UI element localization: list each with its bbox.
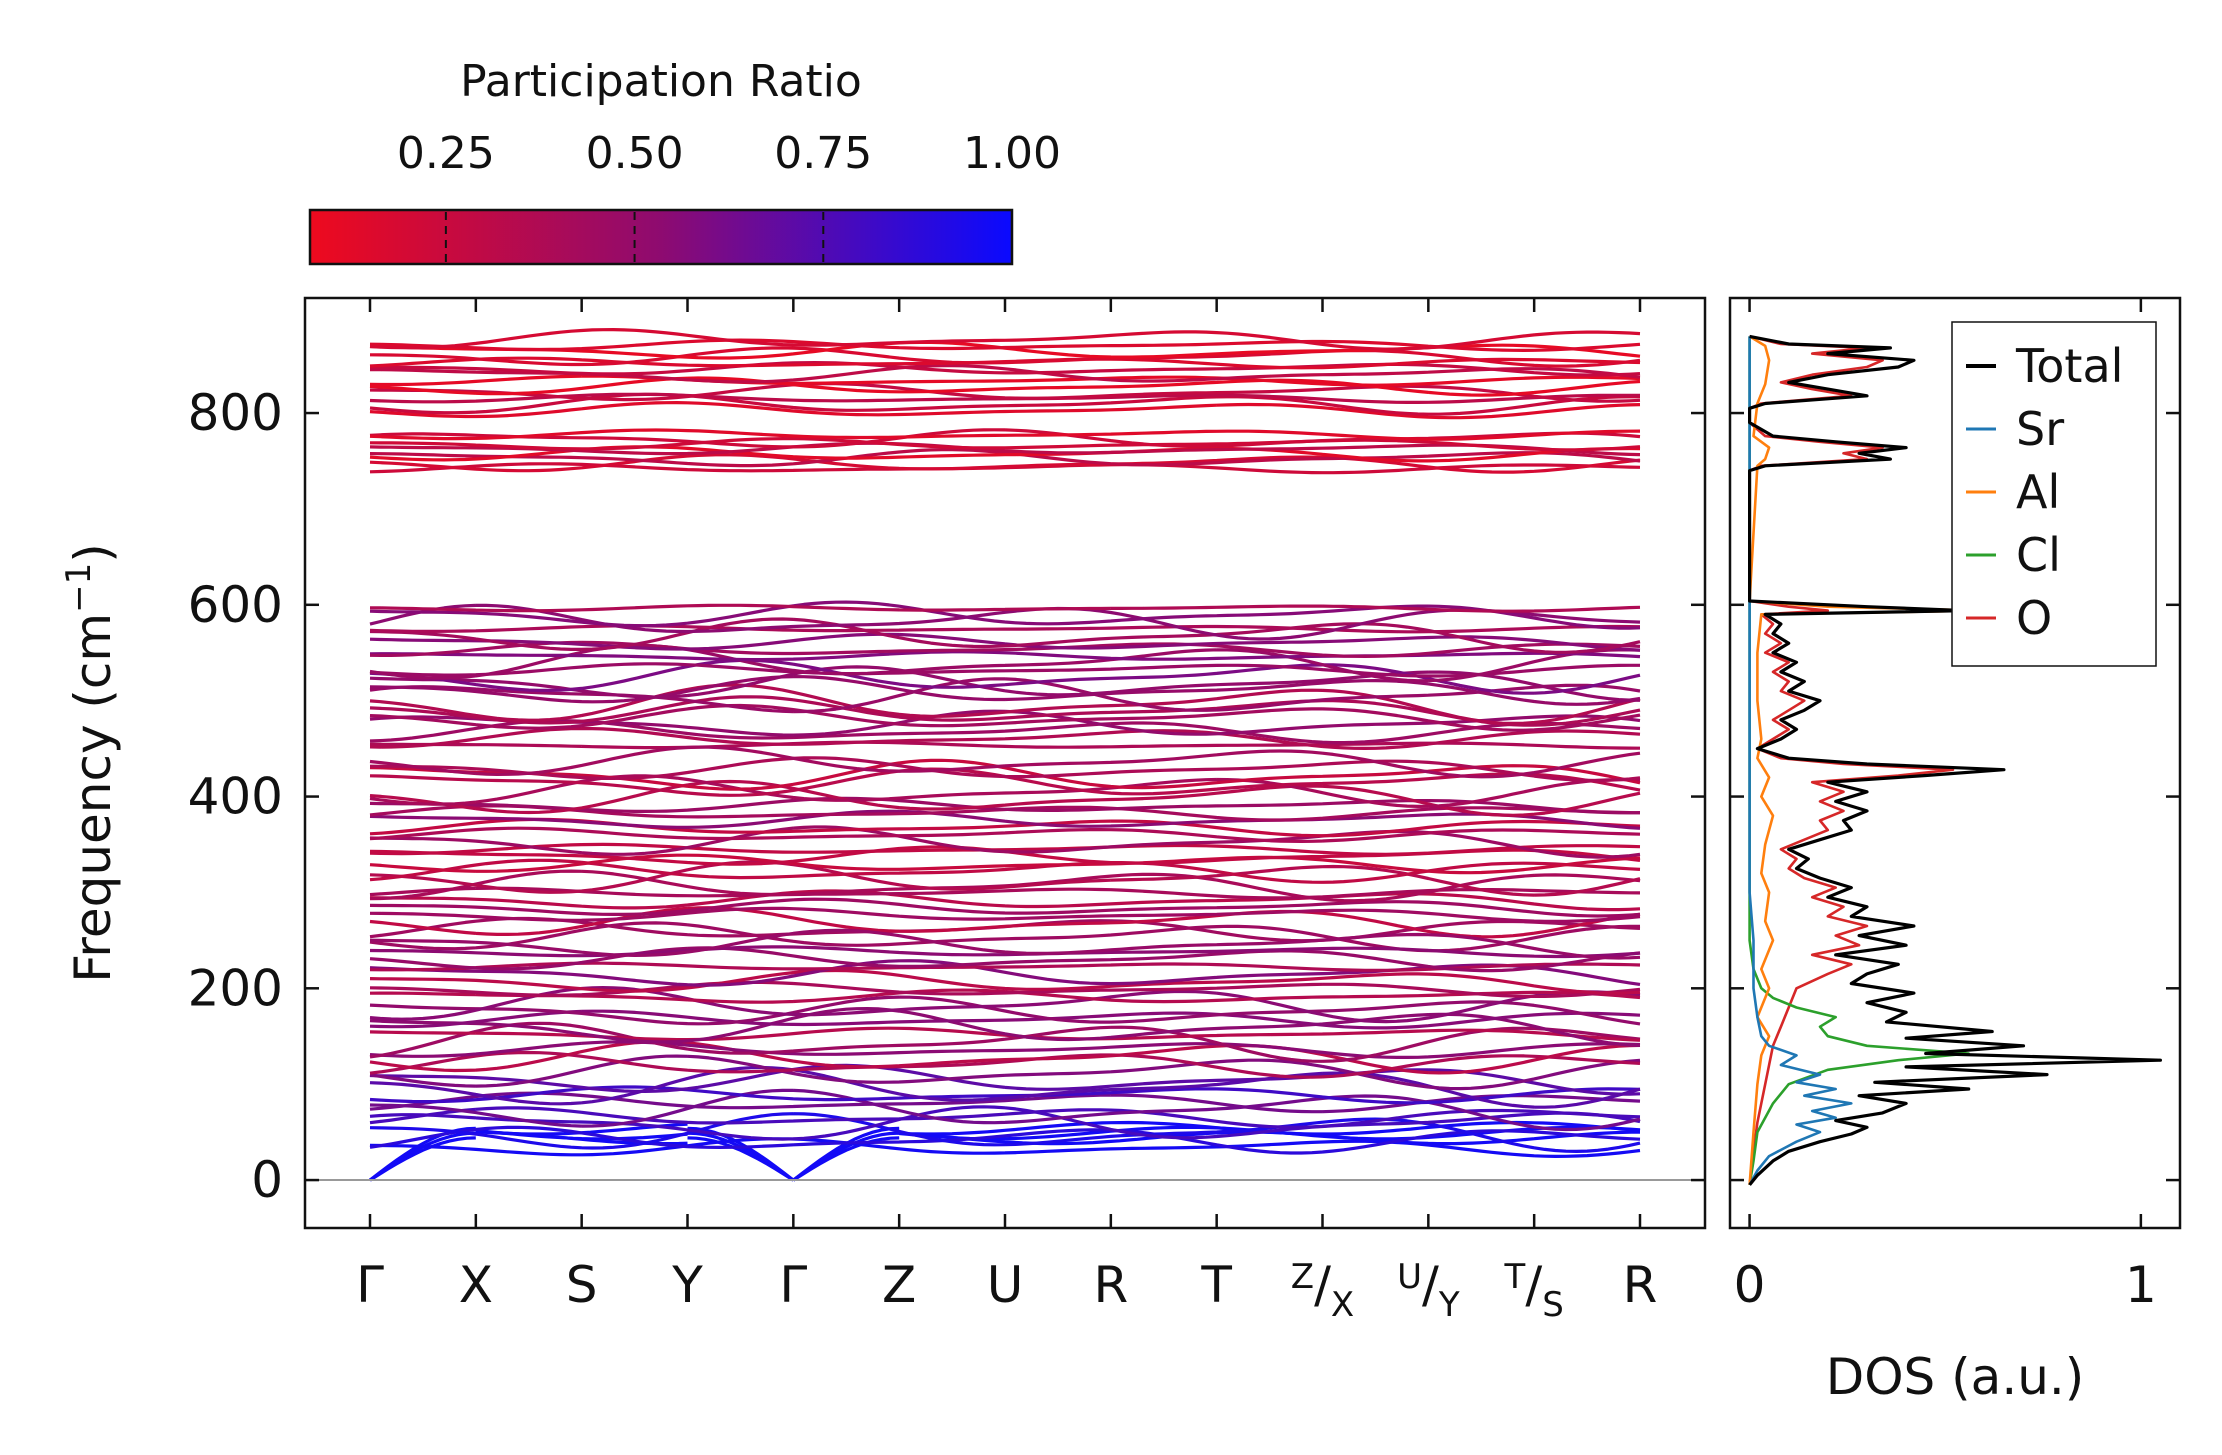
k-point-label: R <box>1623 1256 1658 1314</box>
dos-legend: Total Sr Al Cl O <box>1951 321 2157 667</box>
phonon-band <box>369 726 1641 750</box>
legend-label: Cl <box>2016 528 2061 582</box>
y-tick-labels: 0 200 400 600 800 <box>188 384 283 1209</box>
dos-curve-cl <box>1748 336 1970 1186</box>
k-point-label: U/Y <box>1397 1256 1460 1325</box>
y-tick-label: 800 <box>188 384 283 442</box>
k-point-label: U <box>987 1256 1024 1314</box>
dos-curve-total <box>1748 334 2162 1186</box>
y-tick-label: 600 <box>188 576 283 634</box>
band-axis-ticks <box>305 298 1705 1228</box>
dos-x-tick-label: 0 <box>1734 1256 1766 1314</box>
k-point-label: Z <box>882 1256 916 1314</box>
legend-frame <box>1951 321 2157 667</box>
colorbar-tick-label: 0.25 <box>397 128 495 179</box>
y-tick-label: 0 <box>251 1151 283 1209</box>
colorbar-ticks: 0.25 0.50 0.75 1.00 <box>397 128 1061 179</box>
phonon-band <box>369 1125 1641 1155</box>
k-point-label: S <box>566 1256 598 1314</box>
phonon-bands <box>369 328 1641 1182</box>
colorbar-gradient <box>308 208 1014 266</box>
k-point-label: Z/X <box>1291 1256 1354 1325</box>
phonon-band <box>369 603 1641 613</box>
dos-curves <box>1748 334 2162 1186</box>
phonon-band <box>369 703 1641 732</box>
phonon-band <box>369 374 1641 387</box>
phonon-band <box>369 774 1641 808</box>
k-point-label: R <box>1093 1256 1128 1314</box>
band-structure-panel: 0 200 400 600 800 Γ X S Y Γ Z U R T Z/X U/Y T/S R Freque… <box>59 296 1707 1325</box>
phonon-band <box>369 968 1641 995</box>
phonon-band <box>369 826 1641 843</box>
phonon-band <box>369 1088 1641 1132</box>
legend-label: Al <box>2016 465 2060 519</box>
phonon-band <box>369 1054 1641 1091</box>
dos-axis-ticks <box>1730 298 2180 1228</box>
k-point-label: Γ <box>356 1256 384 1314</box>
k-point-label: T <box>1200 1256 1232 1314</box>
phonon-band <box>369 675 1641 706</box>
y-axis-label: Frequency (cm−1) <box>59 543 122 983</box>
phonon-band <box>369 624 1641 634</box>
k-point-label: Γ <box>779 1256 807 1314</box>
colorbar-tick-label: 1.00 <box>963 128 1061 179</box>
legend-label: O <box>2016 591 2052 645</box>
k-point-label: Y <box>671 1256 703 1314</box>
phonon-band <box>369 328 1641 351</box>
phonon-band <box>369 632 1641 652</box>
dos-curve-al <box>1748 335 1986 1185</box>
colorbar-tick-label: 0.75 <box>774 128 872 179</box>
phonon-band <box>369 897 1641 918</box>
phonon-band <box>369 906 1641 923</box>
phonon-band <box>369 428 1641 441</box>
phonon-band <box>369 401 1641 420</box>
phonon-band <box>369 921 1640 953</box>
legend-label: Total <box>2015 339 2123 393</box>
k-point-label: X <box>459 1256 493 1314</box>
y-tick-label: 400 <box>188 768 283 826</box>
phonon-band <box>369 995 1641 1026</box>
band-plot-frame <box>303 296 1707 1230</box>
dos-x-axis-label: DOS (a.u.) <box>1826 1348 2085 1406</box>
phonon-band <box>369 745 1641 779</box>
colorbar-title: Participation Ratio <box>460 56 862 107</box>
colorbar-tick-label: 0.50 <box>586 128 684 179</box>
dos-curve-sr <box>1748 336 1853 1186</box>
dos-plot-frame <box>1728 296 2182 1230</box>
colorbar: Participation Ratio 0.25 0.50 0.75 1.00 <box>308 56 1061 266</box>
phonon-band <box>369 961 1641 972</box>
phonon-band <box>369 382 1641 403</box>
phonon-band <box>369 740 1641 750</box>
phonon-band <box>369 1106 1641 1129</box>
k-path-labels: Γ X S Y Γ Z U R T Z/X U/Y T/S R <box>356 1256 1657 1325</box>
y-tick-label: 200 <box>188 959 283 1017</box>
k-point-label: T/S <box>1504 1256 1564 1325</box>
dos-x-tick-label: 1 <box>2125 1256 2157 1314</box>
legend-label: Sr <box>2016 402 2064 456</box>
phonon-band <box>369 617 1641 654</box>
phonon-band <box>369 928 1641 960</box>
